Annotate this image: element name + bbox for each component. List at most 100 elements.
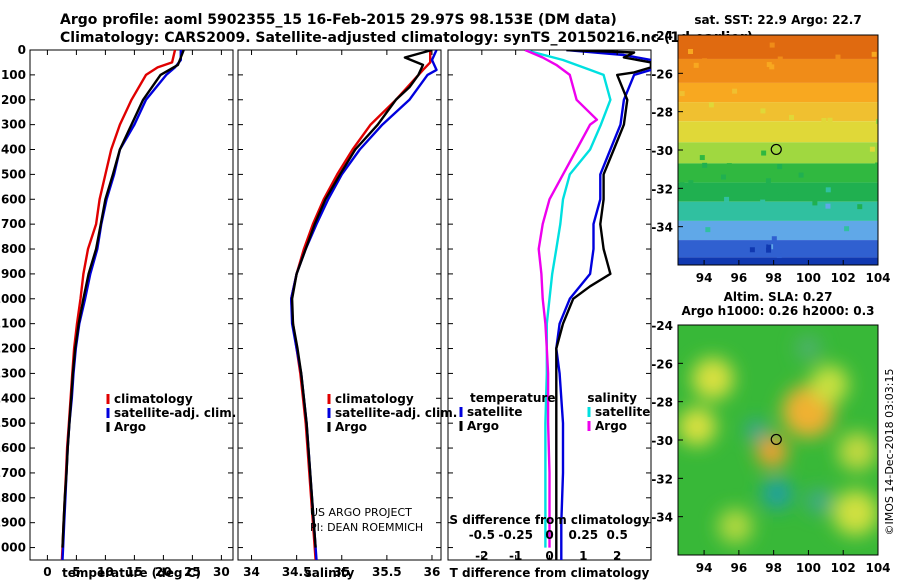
sst-pixel — [679, 182, 685, 188]
depth-tick-label: 1500 — [0, 416, 26, 430]
depth-tick-label: 800 — [1, 242, 26, 256]
difference-legend-s-satellite: satellite — [595, 405, 650, 419]
series-s-argo — [524, 50, 599, 548]
depth-tick-label: 200 — [1, 93, 26, 107]
depth-tick-label: 1400 — [0, 391, 26, 405]
sst-pixel — [783, 192, 789, 198]
sla-blob — [691, 357, 734, 400]
sla-ytick-label: -26 — [651, 357, 673, 371]
sst-pixel — [776, 136, 782, 142]
sla-blob — [810, 365, 849, 404]
salinity-xtick-label: 35 — [333, 565, 350, 579]
sla-blob — [796, 335, 821, 361]
salinity-diff-tick-label: 0.5 — [607, 528, 628, 542]
imos-credit: ©IMOS 14-Dec-2018 03:03:15 — [883, 369, 896, 536]
series-satellite-adj-clim- — [290, 50, 438, 560]
sla-blob — [761, 478, 793, 510]
sst-ytick-label: -26 — [651, 67, 673, 81]
series-argo — [61, 50, 185, 548]
difference-legend-right-title: salinity — [587, 391, 637, 405]
sst-band — [678, 58, 878, 83]
sla-xtick-label: 102 — [831, 561, 856, 575]
sla-ytick-label: -24 — [651, 319, 673, 333]
sst-pixel — [844, 71, 850, 77]
sst-pixel — [871, 51, 877, 57]
sst-pixel — [825, 187, 831, 193]
sla-argo-marker — [770, 433, 782, 446]
sst-map-title: sat. SST: 22.9 Argo: 22.7 — [694, 13, 861, 27]
sst-pixel — [821, 117, 827, 123]
sst-pixel — [693, 62, 699, 68]
depth-tick-label: 300 — [1, 118, 26, 132]
sst-pixel — [699, 155, 705, 161]
sst-pixel — [766, 62, 772, 68]
sla-blob — [832, 490, 878, 536]
sla-blob — [718, 508, 753, 544]
sst-pixel — [702, 58, 708, 64]
salinity-legend-0: climatology — [335, 392, 414, 406]
sst-pixel — [828, 85, 834, 91]
sst-pixel — [725, 110, 731, 116]
sst-pixel — [760, 108, 766, 114]
sst-pixel — [854, 156, 860, 162]
sla-xtick-label: 104 — [865, 561, 890, 575]
difference-xtick-label: -2 — [475, 549, 488, 563]
sst-pixel — [708, 102, 714, 108]
sst-pixel — [802, 245, 808, 251]
sst-pixel — [721, 174, 727, 180]
temperature-xtick-label: 30 — [213, 565, 230, 579]
sst-band — [678, 201, 878, 221]
difference-xtick-label: 1 — [579, 549, 587, 563]
temperature-legend-2: Argo — [114, 420, 146, 434]
credit-pi: PI: DEAN ROEMMICH — [310, 521, 423, 534]
figure-title-line1: Argo profile: aoml 5902355_15 16-Feb-201… — [60, 12, 617, 28]
sst-pixel — [809, 247, 815, 253]
sla-map-title: Altim. SLA: 0.27 — [724, 290, 833, 304]
sst-pixel — [808, 233, 814, 239]
sst-pixel — [825, 203, 831, 209]
depth-tick-label: 1300 — [0, 366, 26, 380]
sla-xtick-label: 96 — [731, 561, 748, 575]
depth-tick-label: 700 — [1, 217, 26, 231]
sst-ytick-label: -28 — [651, 106, 673, 120]
temperature-xtick-label: 15 — [126, 565, 143, 579]
salinity-diff-tick-label: 0 — [545, 528, 553, 542]
temperature-plot-frame — [29, 49, 234, 561]
series-t-argo — [555, 50, 651, 560]
depth-tick-label: 2000 — [0, 541, 26, 555]
depth-tick-label: 1900 — [0, 516, 26, 530]
difference-xtick-label: -1 — [509, 549, 522, 563]
sst-pixel — [875, 118, 878, 124]
sst-ytick-label: -30 — [651, 144, 673, 158]
temperature-xtick-label: 10 — [97, 565, 114, 579]
depth-tick-label: 1200 — [0, 342, 26, 356]
difference-legend-t-argo: Argo — [467, 419, 499, 433]
sst-pixel — [766, 247, 772, 253]
sst-pixel — [798, 172, 804, 178]
sst-pixel — [832, 184, 838, 190]
sst-pixel — [810, 64, 816, 70]
sst-pixel — [755, 222, 761, 228]
salinity-diff-tick-label: -0.25 — [498, 528, 533, 542]
sla-blob — [806, 489, 832, 514]
depth-tick-label: 400 — [1, 143, 26, 157]
sst-ytick-label: -24 — [651, 29, 673, 43]
sst-map-image — [678, 35, 878, 265]
depth-tick-label: 100 — [1, 68, 26, 82]
sst-pixel — [777, 56, 783, 62]
sla-xtick-label: 94 — [696, 561, 713, 575]
sst-pixel — [725, 94, 731, 100]
sst-band — [678, 142, 878, 164]
series-climatology — [60, 50, 177, 560]
sst-pixel — [768, 163, 774, 169]
sst-pixel — [876, 113, 878, 119]
sst-pixel — [844, 226, 850, 232]
sst-pixel — [812, 200, 818, 206]
depth-tick-label: 1700 — [0, 466, 26, 480]
depth-tick-label: 1100 — [0, 317, 26, 331]
depth-tick-label: 0 — [18, 43, 26, 57]
sst-pixel — [726, 163, 732, 169]
sst-band — [678, 257, 878, 265]
difference-legend-left-title: temperature — [470, 391, 555, 405]
sst-argo-marker — [770, 143, 782, 156]
